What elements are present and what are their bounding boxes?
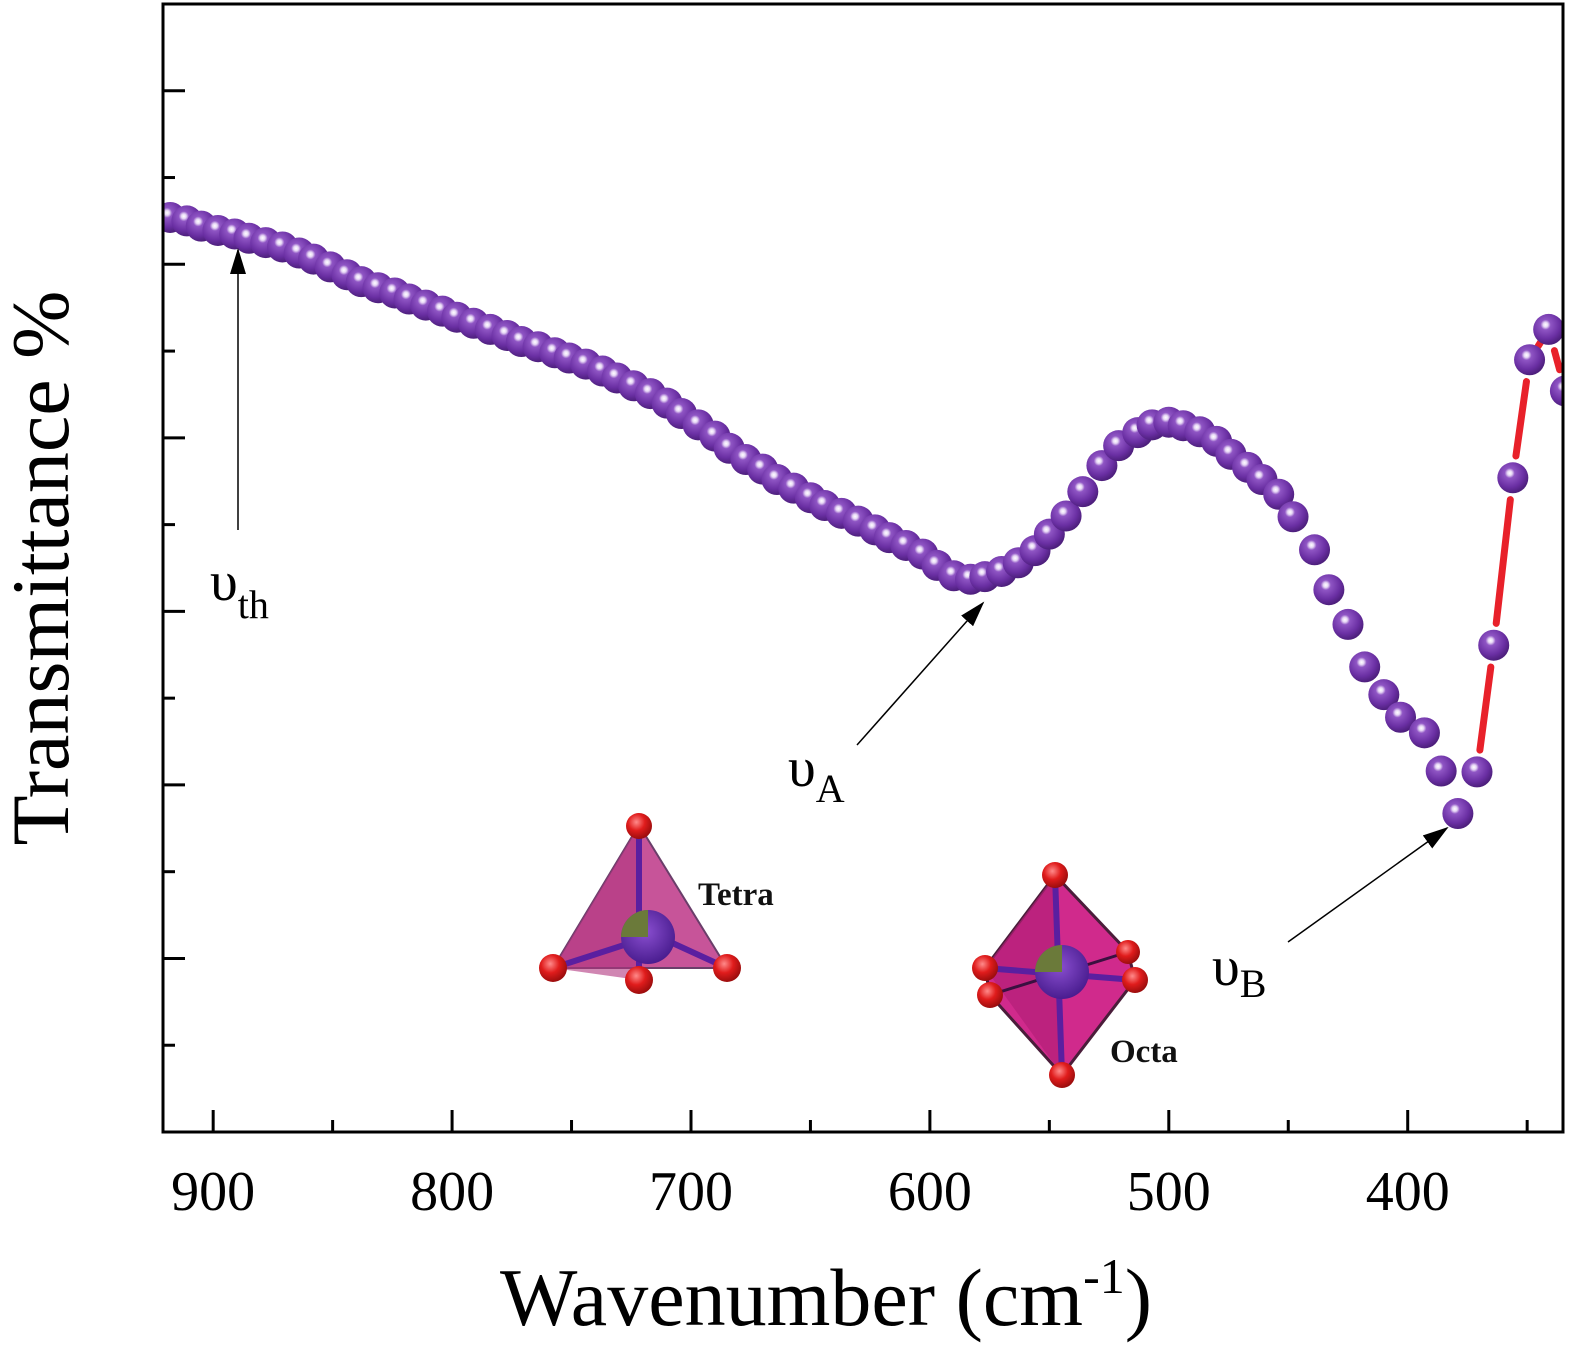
data-point [1263,478,1295,510]
tetra-label: Tetra [698,877,774,913]
data-points [163,201,1563,830]
fit-line-segment [1512,378,1530,460]
x-tick-label: 800 [410,1161,494,1223]
x-tick-label: 400 [1366,1161,1450,1223]
x-axis-title: Wavenumber (cm-1) [500,1248,1152,1343]
annotation-v-a: υA [788,601,985,811]
v-b-symbol: υ [1212,936,1240,998]
svg-text:υA: υA [788,737,845,811]
x-tick-labels: 900 800 700 600 500 400 [171,1161,1450,1223]
data-point [1349,651,1381,683]
arrow-v-a [856,601,985,746]
svg-text:υB: υB [1212,936,1266,1006]
data-point [1067,476,1099,508]
v-th-subscript: th [238,582,269,627]
y-axis-title: Transmittance % [0,291,86,846]
axis-ticks [163,89,1529,1132]
fit-line [1476,328,1563,754]
annotation-v-b: υB [1212,826,1449,1006]
data-point [1533,313,1563,345]
x-tick-label: 600 [888,1161,972,1223]
fit-line-segment [1550,347,1563,374]
data-point [1385,701,1417,733]
data-point [1425,755,1457,787]
x-tick-label: 900 [171,1161,255,1223]
data-point [1549,375,1563,407]
v-a-subscript: A [816,766,845,811]
fit-line-segment [1492,496,1514,627]
data-point [1478,629,1510,661]
data-point [1332,608,1364,640]
svg-text:υth: υth [210,551,269,627]
v-a-symbol: υ [788,737,816,799]
annotation-v-th: υth [210,248,269,627]
x-tick-label: 500 [1127,1161,1211,1223]
data-point [1050,500,1082,532]
data-point [1313,574,1345,606]
data-point [1514,344,1546,376]
data-point [1461,756,1493,788]
octahedron-inset: Octa [972,862,1178,1088]
octa-label: Octa [1110,1034,1178,1070]
v-b-subscript: B [1240,961,1267,1006]
fit-line-segment [1476,663,1495,754]
data-point [1277,501,1309,533]
data-point [1442,798,1474,830]
tetrahedron-front-face [553,825,639,980]
data-point [1408,717,1440,749]
v-th-symbol: υ [210,551,238,613]
data-point [1368,679,1400,711]
data-point [1299,534,1331,566]
data-point [1497,462,1529,494]
tetrahedron-inset: Tetra [539,813,774,994]
arrow-v-b [1287,826,1449,943]
plot-frame [161,2,1565,1134]
x-tick-label: 700 [649,1161,733,1223]
